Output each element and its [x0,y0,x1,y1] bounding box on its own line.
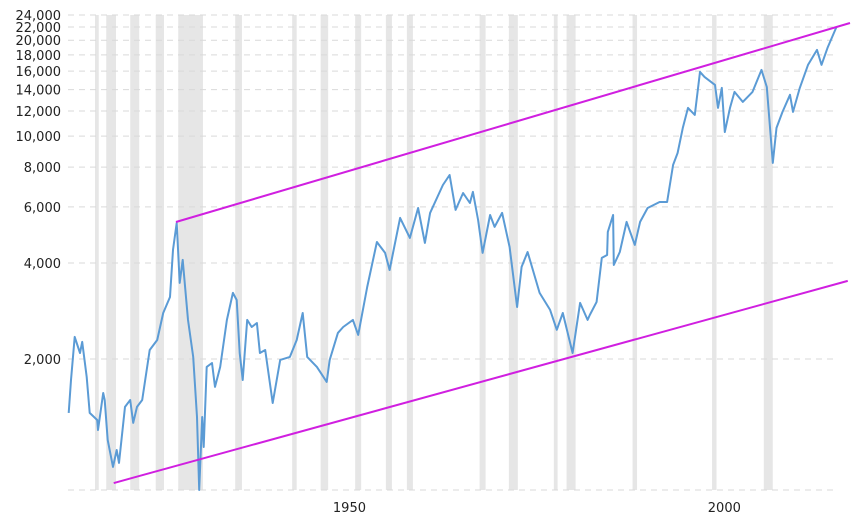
recession-band [406,15,413,490]
recession-band [712,15,717,490]
recession-bands [94,15,773,490]
recession-band [292,15,297,490]
recession-band [553,15,558,490]
y-tick-label: 2,000 [24,353,61,368]
y-tick-label: 6,000 [24,201,61,216]
y-tick-label: 14,000 [16,84,62,99]
recession-band [385,15,392,490]
x-tick-label: 2000 [708,501,741,515]
y-tick-label: 12,000 [16,105,62,120]
y-tick-label: 10,000 [16,130,62,145]
gridlines [68,14,838,491]
x-axis: 1950 2000 [333,501,741,515]
recession-band [130,15,140,490]
series-line [67,26,838,491]
recession-band [508,15,518,490]
x-tick-label: 1950 [333,501,366,515]
recession-band [355,15,362,490]
y-tick-label: 16,000 [16,65,62,80]
recession-band [763,15,773,490]
recession-band [178,15,203,490]
y-tick-label: 8,000 [24,161,61,176]
recession-band [94,15,99,490]
y-tick-label: 20,000 [16,34,62,49]
y-tick-label: 4,000 [24,257,61,272]
plot-lines [67,22,851,491]
recession-band [235,15,242,490]
recession-band [106,15,116,490]
y-tick-label: 24,000 [16,9,62,24]
lower-trendline [113,279,849,485]
recession-band [155,15,164,490]
recession-band [566,15,576,490]
y-tick-label: 22,000 [16,21,62,36]
recession-band [320,15,329,490]
y-tick-label: 18,000 [16,49,62,64]
upper-trendline [175,22,851,223]
recession-band [632,15,638,490]
